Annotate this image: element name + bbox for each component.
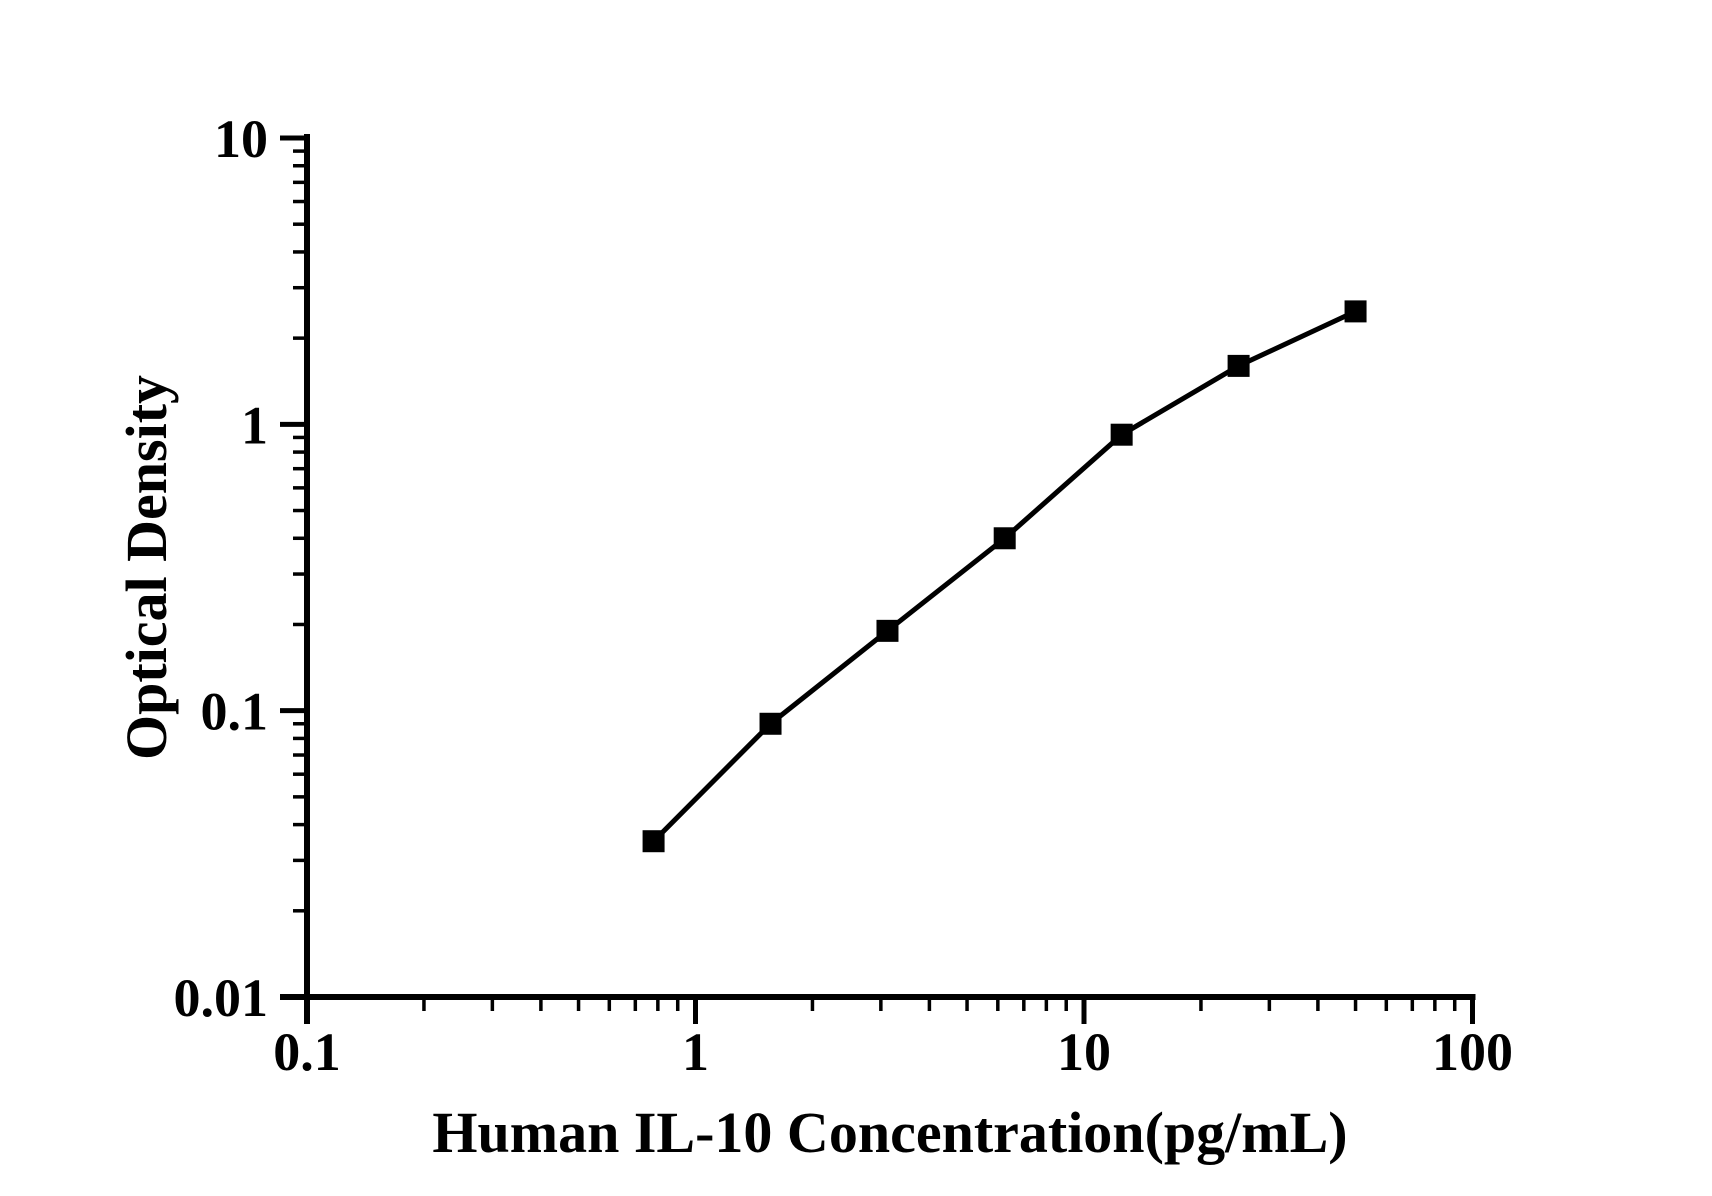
curve-line [651, 309, 1357, 843]
x-axis-title: Human IL-10 Concentration(pg/mL) [432, 1100, 1347, 1165]
y-axis-title: Optical Density [114, 375, 179, 760]
data-point-marker-6 [1344, 300, 1367, 323]
data-point-marker-1 [759, 712, 782, 735]
data-point-marker-3 [993, 527, 1016, 550]
data-series [642, 300, 1367, 853]
y-tick-label: 10 [214, 109, 268, 169]
x-tick-label: 1 [682, 1022, 709, 1082]
data-point-marker-4 [1110, 423, 1133, 446]
x-tick-label: 10 [1057, 1022, 1111, 1082]
x-tick-label: 100 [1432, 1022, 1513, 1082]
data-point-marker-2 [876, 619, 899, 642]
x-tick-label: 0.1 [273, 1022, 341, 1082]
y-tick-label: 0.1 [201, 682, 269, 742]
y-tick-label: 1 [241, 395, 268, 455]
data-point-marker-0 [642, 830, 665, 853]
y-tick-label: 0.01 [174, 968, 269, 1028]
plot-axes [280, 134, 1476, 1024]
data-point-marker-5 [1227, 354, 1250, 377]
